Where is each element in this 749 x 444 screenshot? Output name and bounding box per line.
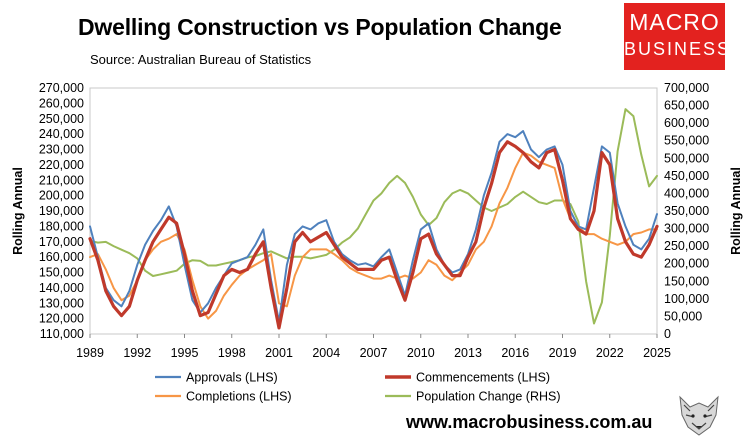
series-line-approvals (89, 130, 658, 323)
x-axis-tick-label: 2025 (643, 346, 671, 360)
x-axis-tick-label: 2019 (549, 346, 577, 360)
right-axis-tick-label: 650,000 (664, 99, 709, 113)
right-axis-tick-label: 450,000 (664, 169, 709, 183)
left-axis-tick-label: 220,000 (39, 158, 84, 172)
left-axis-tick-label: 120,000 (39, 312, 84, 326)
right-axis-tick-label: 350,000 (664, 204, 709, 218)
series-line-completions (89, 151, 658, 320)
x-axis-tick-label: 1989 (76, 346, 104, 360)
legend-label-population: Population Change (RHS) (416, 390, 561, 404)
x-axis-tick-label: 2016 (501, 346, 529, 360)
x-axis-tick-label: 2004 (312, 346, 340, 360)
right-axis-tick-label: 500,000 (664, 151, 709, 165)
legend-label-approvals: Approvals (LHS) (186, 371, 278, 385)
macrobusiness-logo: MACRO BUSINESS (624, 3, 732, 70)
right-axis-tick-label: 0 (664, 327, 671, 341)
left-axis-tick-label: 140,000 (39, 281, 84, 295)
left-axis-tick-label: 110,000 (40, 327, 84, 341)
right-axis-tick-label: 600,000 (664, 116, 709, 130)
legend-label-completions: Completions (LHS) (186, 390, 292, 404)
legend-label-commencements: Commencements (LHS) (416, 371, 550, 385)
wolf-mascot-icon (679, 395, 719, 436)
left-axis-tick-label: 130,000 (39, 296, 84, 310)
plot-frame (89, 87, 658, 335)
right-axis-title: Rolling Annual (729, 167, 743, 255)
left-axis-tick-label: 200,000 (39, 189, 84, 203)
right-axis-tick-label: 150,000 (664, 274, 709, 288)
logo-line-1: MACRO (629, 9, 720, 35)
logo-line-2: BUSINESS (624, 39, 732, 59)
right-axis-tick-label: 400,000 (664, 186, 709, 200)
left-axis-tick-label: 240,000 (39, 127, 84, 141)
left-axis-tick-label: 150,000 (39, 266, 84, 280)
series-line-population (89, 108, 658, 325)
left-axis-tick-label: 250,000 (39, 112, 84, 126)
left-axis-tick-label: 210,000 (39, 173, 84, 187)
right-axis-tick-label: 50,000 (664, 309, 702, 323)
x-axis-tick-label: 1998 (218, 346, 246, 360)
website-url: www.macrobusiness.com.au (406, 412, 653, 432)
left-axis-title: Rolling Annual (11, 167, 25, 255)
right-axis-tick-label: 700,000 (664, 81, 709, 95)
right-axis-tick-label: 200,000 (664, 257, 709, 271)
x-axis-tick-label: 2022 (596, 346, 624, 360)
page-title: Dwelling Construction vs Population Chan… (78, 14, 562, 40)
x-axis-tick-label: 2010 (407, 346, 435, 360)
right-axis-tick-label: 250,000 (664, 239, 709, 253)
x-axis-tick-label: 1992 (123, 346, 151, 360)
x-axis-tick-label: 2001 (265, 346, 293, 360)
series-line-commencements (88, 140, 659, 330)
x-axis-tick-label: 1995 (171, 346, 199, 360)
left-axis-tick-label: 160,000 (39, 250, 84, 264)
left-axis-tick-label: 170,000 (39, 235, 84, 249)
left-axis-tick-label: 190,000 (39, 204, 84, 218)
left-axis-tick-label: 180,000 (39, 219, 84, 233)
right-axis-tick-label: 100,000 (664, 292, 709, 306)
left-axis-tick-label: 230,000 (39, 143, 84, 157)
x-axis-tick-label: 2007 (360, 346, 388, 360)
left-axis-tick-label: 260,000 (39, 96, 84, 110)
x-axis-tick-label: 2013 (454, 346, 482, 360)
right-axis-tick-label: 300,000 (664, 222, 709, 236)
left-axis-tick-label: 270,000 (39, 81, 84, 95)
source-note: Source: Australian Bureau of Statistics (90, 52, 312, 67)
right-axis-tick-label: 550,000 (664, 134, 709, 148)
